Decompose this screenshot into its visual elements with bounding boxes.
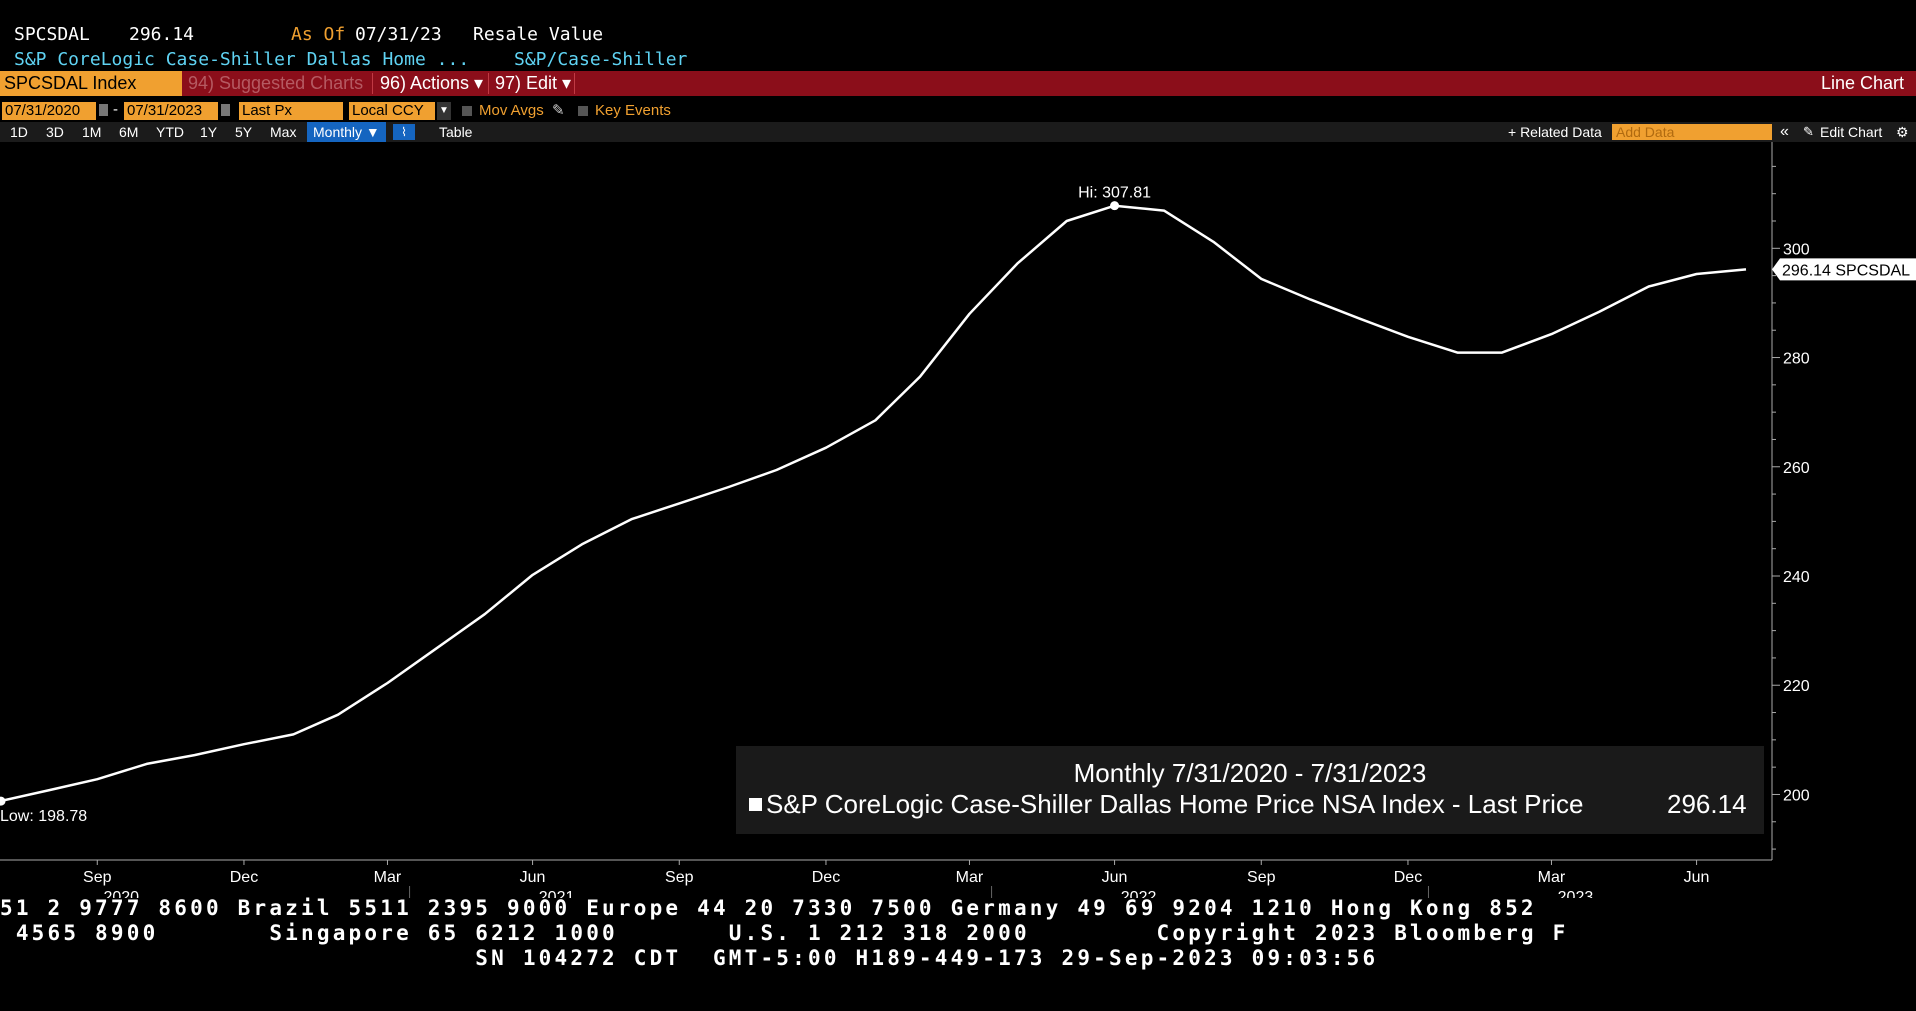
ticker-symbol: SPCSDAL (14, 24, 90, 45)
x-tick-label: Mar (374, 869, 402, 886)
price-field-select[interactable]: Last Px (239, 102, 343, 120)
pencil-icon[interactable]: ✎ (1803, 124, 1814, 139)
legend-last-price: 296.14 (1667, 789, 1747, 819)
y-tick-label: 240 (1783, 569, 1810, 586)
calendar-icon[interactable] (221, 104, 230, 116)
range-6m[interactable]: 6M (119, 124, 139, 140)
x-tick-label: Jun (1684, 869, 1710, 886)
chart-legend: Monthly 7/31/2020 - 7/31/2023 S&P CoreLo… (736, 746, 1764, 834)
last-price: 296.14 (129, 24, 195, 45)
y-tick-label: 220 (1783, 678, 1810, 695)
low-label: Low: 198.78 (0, 808, 87, 825)
start-date-field[interactable]: 07/31/2020 (2, 102, 96, 120)
x-tick-label: Sep (1247, 869, 1276, 886)
value-type: Resale Value (473, 24, 604, 45)
high-marker (1110, 201, 1120, 211)
high-label: Hi: 307.81 (1078, 185, 1151, 202)
collapse-icon[interactable]: « (1780, 123, 1789, 140)
series-line-spcsdal (0, 204, 1747, 803)
chevron-down-icon[interactable]: ▼ (437, 102, 451, 120)
last-price-tag: 296.14 SPCSDAL (1772, 258, 1916, 281)
edit-chart-button[interactable]: Edit Chart (1820, 124, 1883, 140)
x-tick-label: Dec (1394, 869, 1422, 886)
edit-menu[interactable]: 97) Edit ▾ (495, 73, 572, 93)
table-button[interactable]: Table (439, 124, 473, 140)
as-of-label: As Of (291, 24, 346, 45)
calendar-icon[interactable] (99, 104, 108, 116)
contact-ticker-line-1: 51 2 9777 8600 Brazil 5511 2395 9000 Eur… (0, 896, 1537, 920)
x-tick-label: Mar (956, 869, 984, 886)
legend-series-name: S&P CoreLogic Case-Shiller Dallas Home P… (766, 789, 1584, 819)
security-input[interactable]: SPCSDAL Index (0, 71, 182, 96)
currency-select[interactable]: Local CCY (349, 102, 435, 120)
x-year-label: 2020 (103, 889, 139, 898)
range-max[interactable]: Max (270, 124, 297, 140)
x-tick-label: Sep (665, 869, 694, 886)
range-1d[interactable]: 1D (10, 124, 28, 140)
y-tick-label: 300 (1783, 241, 1810, 258)
x-tick-label: Dec (812, 869, 840, 886)
legend-swatch (749, 798, 762, 811)
x-tick-label: Jun (1102, 869, 1128, 886)
range-1m[interactable]: 1M (82, 124, 102, 140)
mov-avgs-label[interactable]: Mov Avgs (479, 102, 544, 119)
actions-menu[interactable]: 96) Actions ▾ (380, 73, 484, 93)
x-tick-label: Sep (83, 869, 112, 886)
y-tick-label: 200 (1783, 787, 1810, 804)
suggested-charts-button[interactable]: 94) Suggested Charts (188, 73, 364, 93)
end-date-field[interactable]: 07/31/2023 (124, 102, 218, 120)
pencil-icon[interactable]: ✎ (552, 102, 565, 119)
gear-icon[interactable]: ⚙ (1896, 124, 1909, 140)
x-tick-label: Mar (1538, 869, 1566, 886)
range-ytd[interactable]: YTD (156, 124, 184, 140)
x-tick-label: Dec (230, 869, 258, 886)
key-events-checkbox[interactable] (578, 106, 588, 116)
timestamp-line: SN 104272 CDT GMT-5:00 H189-449-173 29-S… (0, 946, 1379, 970)
as-of-date: 07/31/23 (355, 24, 442, 45)
toolbar-divider (372, 73, 373, 94)
y-tick-label: 260 (1783, 460, 1810, 477)
x-year-label: 2021 (539, 889, 575, 898)
function-toolbar: SPCSDAL Index 94) Suggested Charts 96) A… (0, 71, 1916, 96)
source-name[interactable]: S&P/Case-Shiller (514, 49, 688, 70)
frequency-select[interactable]: Monthly ▼ (307, 122, 386, 142)
security-name[interactable]: S&P CoreLogic Case-Shiller Dallas Home .… (14, 49, 470, 70)
y-axis: 200 220 240 260 280 300 (1771, 142, 1810, 860)
range-3d[interactable]: 3D (46, 124, 64, 140)
related-data-button[interactable]: + Related Data (1508, 124, 1602, 140)
x-year-label: 2023 (1558, 889, 1594, 898)
x-tick-label: Jun (520, 869, 546, 886)
legend-period: Monthly 7/31/2020 - 7/31/2023 (1073, 758, 1427, 788)
toolbar-divider (488, 73, 489, 94)
range-5y[interactable]: 5Y (235, 124, 253, 140)
add-data-input[interactable]: Add Data (1612, 124, 1772, 140)
line-chart-icon[interactable]: ⌇ (393, 124, 415, 140)
range-bar: 1D 3D 1M 6M YTD 1Y 5Y Max Monthly ▼ ⌇ Ta… (0, 122, 1916, 142)
x-year-label: 2022 (1121, 889, 1157, 898)
key-events-label[interactable]: Key Events (595, 102, 671, 119)
mov-avgs-checkbox[interactable] (462, 106, 472, 116)
range-1y[interactable]: 1Y (200, 124, 218, 140)
low-marker (0, 796, 6, 806)
last-price-tag-label: 296.14 SPCSDAL (1782, 262, 1910, 279)
x-axis: Sep 2020 Dec Mar Jun 2021 Sep Dec Mar Jun 2022 Sep D… (0, 859, 1772, 898)
date-range-dash: - (113, 101, 118, 118)
toolbar-divider (574, 73, 575, 94)
chart-type-label[interactable]: Line Chart (1820, 73, 1904, 93)
contact-ticker-line-2: 4565 8900 Singapore 65 6212 1000 U.S. 1 … (0, 921, 1569, 945)
y-tick-label: 280 (1783, 351, 1810, 368)
